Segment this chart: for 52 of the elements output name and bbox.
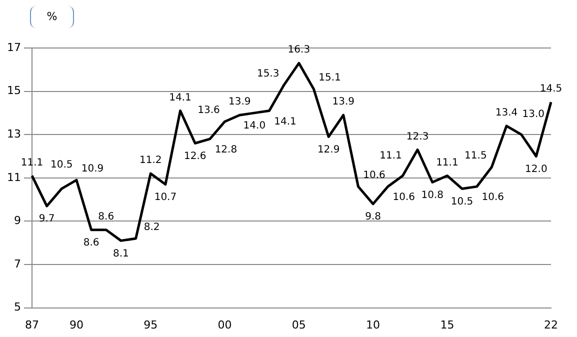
y-tick-label: 5: [14, 300, 21, 314]
data-label: 15.3: [256, 68, 280, 80]
data-label: 9.7: [38, 214, 55, 225]
x-tick-label: 87: [24, 318, 39, 332]
data-label: 10.6: [392, 192, 416, 204]
data-label: 10.5: [450, 196, 474, 208]
data-label: 10.7: [154, 192, 177, 203]
x-tick-label: 10: [366, 318, 380, 332]
data-label: 11.1: [436, 157, 458, 168]
data-label: 9.8: [365, 211, 382, 222]
data-label: 12.3: [406, 131, 429, 142]
y-tick-label: 11: [6, 170, 21, 184]
y-tick-label: 17: [6, 40, 21, 54]
data-label: 10.8: [421, 190, 444, 201]
y-tick-label: 15: [6, 84, 21, 98]
data-label: 10.9: [81, 164, 104, 175]
data-label: 16.3: [288, 44, 310, 56]
data-label: 12.6: [184, 150, 206, 162]
x-tick-label: 90: [69, 318, 84, 332]
x-tick-label: 00: [218, 318, 232, 332]
data-label: 14.1: [169, 92, 192, 104]
data-label: 11.5: [464, 150, 487, 162]
data-label: 8.6: [83, 237, 100, 248]
data-label: 14.0: [243, 120, 266, 132]
data-label: 10.5: [50, 159, 73, 170]
data-label: 8.2: [144, 222, 160, 234]
data-label: 12.8: [214, 144, 238, 156]
data-label: 11.1: [380, 150, 402, 162]
x-tick-label: 95: [144, 318, 158, 332]
x-tick-label: 15: [440, 318, 454, 332]
data-label: 14.5: [540, 84, 562, 95]
x-tick-label: 22: [544, 318, 558, 332]
data-label: 12.9: [317, 144, 340, 156]
data-label: 12.0: [525, 164, 548, 175]
data-label: 8.1: [113, 248, 129, 260]
data-label: 14.1: [274, 116, 296, 128]
data-label: 11.2: [139, 155, 162, 166]
y-tick-label: 13: [6, 127, 21, 140]
y-tick-label: 9: [14, 214, 21, 228]
data-label: 13.9: [332, 96, 355, 108]
y-tick-label: 7: [14, 257, 21, 270]
data-label: 13.6: [198, 105, 220, 116]
y-axis-title: %: [30, 6, 74, 28]
x-tick-label: 05: [292, 318, 306, 332]
data-label: 13.4: [495, 108, 518, 119]
data-label: 15.1: [318, 72, 341, 84]
data-label: 8.6: [98, 211, 114, 222]
data-label: 11.1: [20, 157, 44, 168]
data-label: 13.0: [522, 109, 544, 120]
data-label: 10.6: [482, 192, 504, 204]
data-label: 10.6: [363, 170, 386, 182]
data-label: 13.9: [228, 96, 251, 108]
